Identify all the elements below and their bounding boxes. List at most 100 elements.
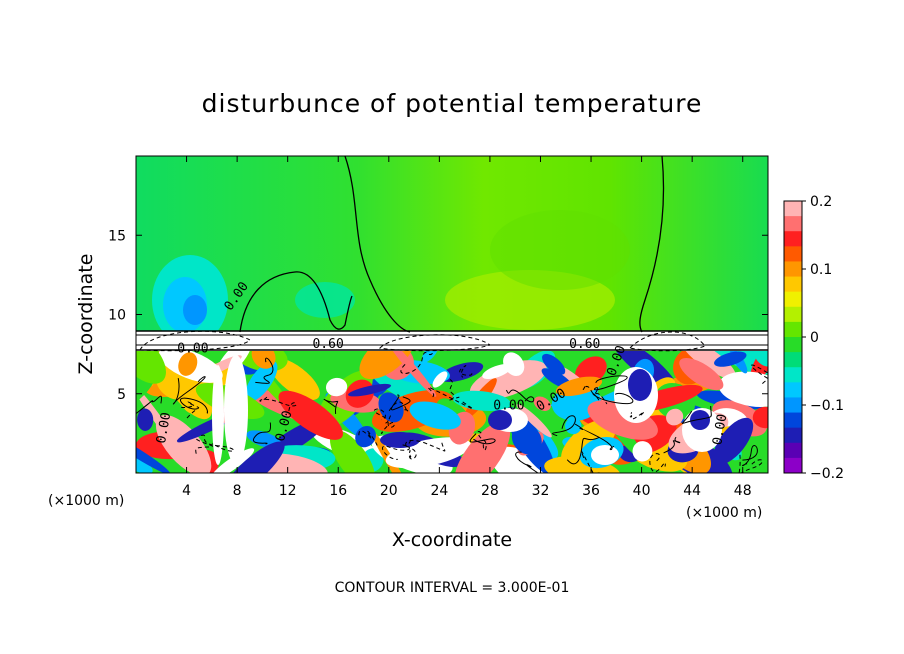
y-tick-label: 5	[117, 387, 126, 403]
contour-line	[180, 397, 209, 414]
contour-line	[629, 411, 645, 420]
turbulent-blob	[752, 406, 768, 429]
upper-patch-blue	[183, 295, 207, 325]
contour-line	[649, 453, 666, 473]
turbulent-blob	[533, 396, 551, 411]
blue-cell	[380, 432, 420, 448]
cell-contour-2	[379, 334, 492, 352]
contour-line	[201, 434, 235, 452]
contour-line	[252, 422, 271, 445]
contour-line	[582, 385, 608, 405]
y-axis-label: Z-coordinate	[75, 254, 97, 375]
contour-line	[593, 375, 628, 394]
colorbar-swatch	[784, 412, 802, 429]
turbulent-blob	[210, 448, 255, 473]
turbulent-blob	[136, 431, 171, 473]
colorbar-swatch	[784, 457, 802, 474]
upper-contour-1	[344, 156, 411, 333]
colorbar-swatch	[784, 201, 802, 217]
colorbar-swatch	[784, 397, 802, 414]
contour-label: 0.00	[710, 413, 730, 446]
contour-line	[194, 437, 213, 454]
x-tick-label: 16	[329, 483, 347, 499]
turbulent-blob	[452, 390, 511, 412]
turbulent-blob	[329, 430, 376, 473]
x-tick-label: 4	[182, 483, 191, 499]
colorbar-swatch	[784, 216, 802, 232]
blue-cell	[488, 410, 512, 430]
turbulent-blob	[432, 371, 448, 388]
contour-line	[505, 389, 535, 403]
x-axis-label: X-coordinate	[392, 529, 512, 551]
contour-interval-note: CONTOUR INTERVAL = 3.000E-01	[335, 580, 570, 596]
x-tick-label: 24	[430, 483, 448, 499]
x-axis: 4 8 12 16 20 24 28 32 36 40 44 48	[182, 156, 752, 499]
colorbar-swatch	[784, 246, 802, 262]
contour-line	[323, 398, 339, 414]
layer-band-white	[136, 331, 768, 351]
colorbar-tick-label: 0	[810, 330, 819, 346]
turbulent-blob	[178, 352, 198, 376]
x-unit-left: (×1000 m)	[48, 493, 124, 509]
turbulent-blob	[385, 437, 471, 469]
contour-label: 0.00	[177, 342, 208, 357]
contour-line	[448, 378, 460, 402]
contour-line	[459, 365, 473, 378]
contour-line	[681, 405, 712, 424]
upper-contour-2	[639, 156, 665, 333]
x-tick-label: 8	[233, 483, 242, 499]
turbulent-blob	[482, 364, 512, 380]
colorbar-tick-label: −0.2	[810, 466, 844, 482]
turbulent-blob	[222, 441, 285, 473]
contour-label: 0.00	[493, 399, 524, 414]
cell-contour-1	[139, 330, 251, 352]
contour-line	[469, 433, 496, 445]
colorbar-swatch	[784, 231, 802, 247]
x-unit-right: (×1000 m)	[686, 505, 762, 521]
colorbar-swatch	[784, 291, 802, 308]
contour-line	[738, 454, 763, 473]
contour-line	[388, 401, 409, 413]
contour-line	[181, 401, 200, 419]
turbulent-blob	[490, 446, 557, 473]
y-tick-label: 15	[108, 228, 126, 244]
contour-line	[566, 436, 600, 465]
colorbar-swatch	[784, 442, 802, 459]
contour-line	[172, 376, 206, 405]
contour-line	[136, 395, 162, 415]
x-tick-label: 40	[633, 483, 651, 499]
colorbar-swatch	[784, 261, 802, 278]
contour-line	[358, 430, 378, 446]
contour-line	[390, 394, 411, 411]
colorbar-tick-label: 0.1	[810, 262, 832, 278]
turbulent-blob	[454, 421, 511, 473]
contour-line	[663, 436, 681, 454]
turbulent-blob	[325, 377, 348, 397]
turbulent-blob	[511, 423, 542, 455]
white-cell	[224, 355, 248, 465]
turbulent-blob	[714, 351, 747, 367]
turbulent-blob	[136, 385, 182, 453]
turbulent-blob	[348, 383, 392, 397]
x-tick-label: 48	[734, 483, 752, 499]
contour-line	[477, 431, 487, 451]
turbulent-blob	[542, 353, 566, 375]
contour-line	[381, 444, 410, 460]
turbulent-blob	[355, 425, 376, 448]
turbulent-blob	[409, 401, 461, 430]
contour-line	[427, 386, 474, 410]
turbulent-blob	[587, 400, 658, 440]
colorbar-swatch	[784, 337, 802, 353]
cell-contour-3	[628, 331, 706, 352]
contour-line	[405, 439, 446, 452]
contour-label: 0.60	[569, 337, 600, 352]
contour-line	[400, 350, 436, 375]
contour-line	[552, 415, 576, 437]
y-axis: 5 10 15	[108, 228, 768, 403]
x-tick-label: 44	[683, 483, 701, 499]
chart-title: disturbunce of potential temperature	[202, 89, 703, 118]
contour-line	[255, 357, 274, 384]
turbulent-blob	[137, 408, 154, 431]
turbulent-blob	[555, 376, 603, 397]
turbulent-blob	[718, 371, 768, 407]
